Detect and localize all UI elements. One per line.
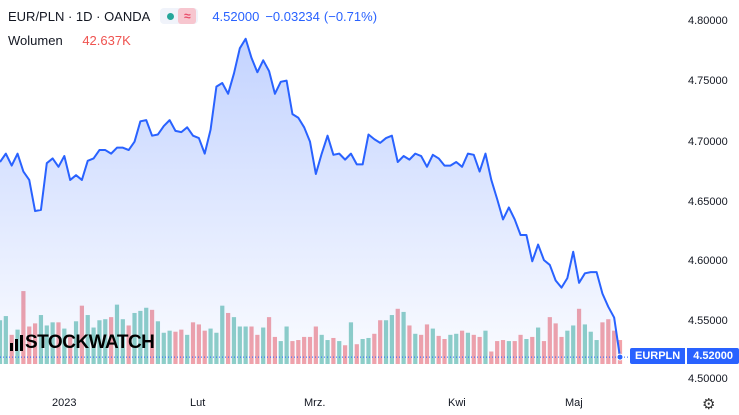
y-tick-label: 4.80000	[688, 15, 728, 27]
wave-icon[interactable]: ≈	[178, 8, 197, 24]
gear-icon[interactable]: ⚙	[702, 396, 716, 413]
volume-legend: Wolumen 42.637K	[8, 33, 131, 48]
price-line	[0, 37, 621, 358]
legend-header: EUR/PLN · 1D · OANDA ≈ 4.52000 −0.03234 …	[8, 8, 377, 24]
volume-value: 42.637K	[82, 33, 131, 48]
y-tick-label: 4.60000	[688, 255, 728, 267]
x-tick-label: Kwi	[448, 397, 466, 409]
x-tick-label: Maj	[565, 397, 583, 409]
price-tag-symbol: EURPLN	[630, 348, 686, 364]
symbol-title[interactable]: EUR/PLN · 1D · OANDA	[8, 8, 151, 24]
price-change: −0.03234	[265, 8, 320, 24]
last-price-dot	[616, 353, 624, 361]
y-tick-label: 4.65000	[688, 196, 728, 208]
stockwatch-logo: STOCKWATCH	[10, 332, 155, 354]
x-tick-label: Mrz.	[304, 397, 326, 409]
price-tag-value: 4.52000	[687, 348, 739, 364]
indicator-pill[interactable]: ≈	[160, 8, 199, 24]
price-change-percent: (−0.71%)	[323, 8, 378, 24]
y-tick-label: 4.75000	[688, 75, 728, 87]
price-area	[0, 38, 620, 364]
last-price-value: 4.52000	[212, 8, 260, 24]
y-tick-label: 4.70000	[688, 136, 728, 148]
x-tick-label: 2023	[52, 397, 77, 409]
y-tick-label: 4.50000	[688, 373, 728, 385]
volume-label[interactable]: Wolumen	[8, 33, 63, 48]
x-tick-label: Lut	[190, 397, 206, 409]
last-price-tag: EURPLN 4.52000	[630, 348, 739, 364]
logo-text: STOCKWATCH	[25, 332, 155, 353]
bar-chart-icon	[10, 335, 23, 351]
dot-icon[interactable]	[162, 8, 178, 24]
y-tick-label: 4.55000	[688, 315, 728, 327]
